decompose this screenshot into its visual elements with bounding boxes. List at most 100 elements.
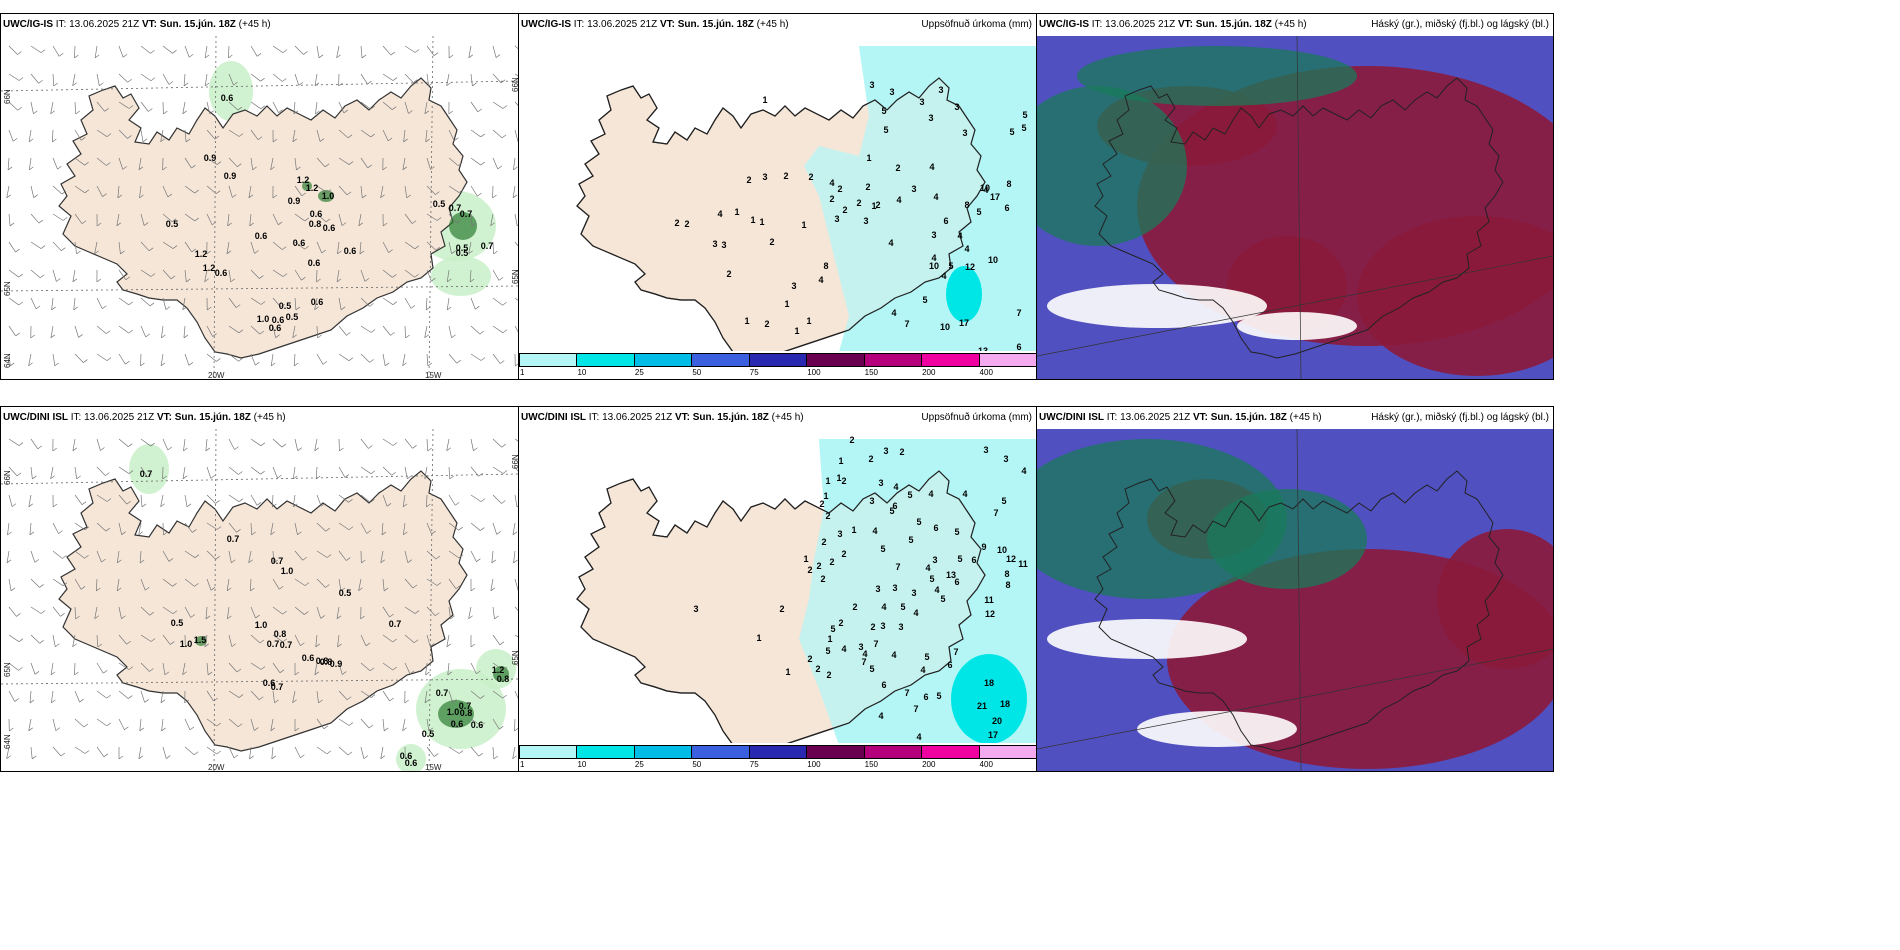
wind-barb-flag: [502, 302, 507, 306]
wind-barb: [514, 241, 518, 247]
wind-barb-flag: [249, 755, 254, 760]
wind-barb-flag: [9, 222, 15, 227]
wind-barb-flag: [480, 357, 486, 361]
wind-barb-flag: [84, 189, 90, 194]
wind-barb: [404, 73, 414, 83]
wind-barb: [52, 606, 61, 617]
wind-barb: [138, 522, 142, 535]
wind-barb: [272, 550, 275, 563]
wind-barb-flag: [205, 447, 211, 452]
model-name: UWC/DINI ISL: [3, 412, 68, 423]
value-label: 1: [756, 633, 762, 643]
wind-barb: [250, 634, 261, 644]
value-label: 0.5: [165, 219, 179, 229]
colorbar-swatch: [806, 745, 865, 759]
wind-barb: [316, 269, 318, 283]
value-label: 0.7: [480, 241, 494, 251]
wind-barb: [250, 578, 252, 592]
value-label: 4: [934, 585, 940, 595]
wind-barb: [74, 746, 86, 754]
wind-barb-flag: [186, 278, 191, 283]
colorbar-tick: 50: [692, 368, 702, 377]
wind-barb-flag: [272, 194, 278, 199]
value-label: 0.9: [287, 196, 301, 206]
wind-barb-flag: [343, 109, 349, 114]
wind-barb: [338, 550, 347, 561]
wind-barb: [228, 353, 239, 362]
wind-barb-flag: [128, 443, 133, 447]
value-label: 3: [931, 230, 937, 240]
wind-barb-flag: [315, 643, 320, 648]
wind-barb: [470, 718, 482, 726]
wind-barb: [470, 185, 478, 197]
wind-barb: [337, 241, 340, 254]
value-label: 3: [983, 445, 989, 455]
wind-barb-flag: [231, 643, 237, 647]
wind-barb-flag: [84, 554, 89, 559]
wind-barb-flag: [361, 54, 367, 59]
wind-barb: [206, 578, 212, 591]
wind-barb: [360, 466, 372, 475]
wind-barb-flag: [431, 530, 436, 535]
wind-barb-flag: [348, 499, 353, 503]
wind-barb-flag: [468, 250, 473, 255]
wind-barb: [358, 213, 362, 226]
wind-barb: [316, 213, 327, 223]
wind-barb-flag: [492, 194, 497, 199]
value-label: 4: [916, 732, 922, 742]
wind-barb: [338, 522, 350, 531]
wind-barb: [28, 494, 32, 507]
value-label: 2: [821, 537, 827, 547]
wind-barb-flag: [363, 755, 369, 759]
high-cloud-field: [1207, 489, 1367, 589]
wind-barb: [404, 269, 415, 278]
wind-barb-flag: [192, 529, 197, 533]
wind-barb-flag: [138, 166, 144, 171]
wind-barb: [96, 718, 108, 727]
colorbar-swatch: [519, 353, 578, 367]
wind-barb-flag: [76, 475, 81, 480]
wind-barb-flag: [210, 587, 216, 591]
value-label: 4: [818, 275, 824, 285]
wind-barb-flag: [260, 77, 265, 82]
wind-barb: [74, 45, 76, 59]
value-label: 5: [880, 544, 886, 554]
value-label: 0.9: [223, 171, 237, 181]
wind-barb: [74, 662, 76, 676]
value-label: 4: [941, 271, 947, 281]
wind-barb: [72, 73, 76, 86]
colorbar-tick: 10: [577, 368, 587, 377]
wind-barb-flag: [231, 559, 236, 564]
wind-barb-flag: [60, 752, 66, 757]
wind-barb: [117, 185, 120, 198]
wind-barb: [338, 297, 342, 310]
wind-barb: [447, 662, 450, 675]
wind-barb-flag: [392, 301, 398, 305]
wind-barb-flag: [72, 447, 78, 452]
value-label: 0.7: [139, 469, 153, 479]
value-label: 1: [734, 207, 740, 217]
wind-barb: [404, 550, 409, 563]
wind-barb: [162, 578, 173, 587]
value-label: 1: [750, 215, 756, 225]
wind-barb-flag: [216, 161, 222, 165]
clear-sky-area: [1137, 711, 1297, 747]
wind-barb-flag: [104, 108, 109, 112]
wind-barb: [96, 101, 105, 112]
wind-barb-flag: [216, 526, 222, 530]
wind-barb: [51, 129, 54, 143]
wind-barb: [228, 325, 240, 334]
wind-barb: [426, 634, 431, 647]
wind-barb: [227, 45, 230, 59]
wind-barb-flag: [304, 217, 310, 222]
wind-barb: [446, 438, 450, 451]
wind-barb-flag: [450, 615, 455, 620]
wind-barb-flag: [297, 531, 302, 536]
wind-barb-flag: [18, 638, 24, 642]
wind-barb-flag: [94, 54, 100, 59]
wind-barb-flag: [52, 503, 58, 508]
wind-barb-flag: [480, 527, 485, 531]
wind-barb-flag: [76, 250, 81, 255]
wind-barb-flag: [292, 334, 297, 339]
wind-barb-flag: [34, 671, 40, 675]
